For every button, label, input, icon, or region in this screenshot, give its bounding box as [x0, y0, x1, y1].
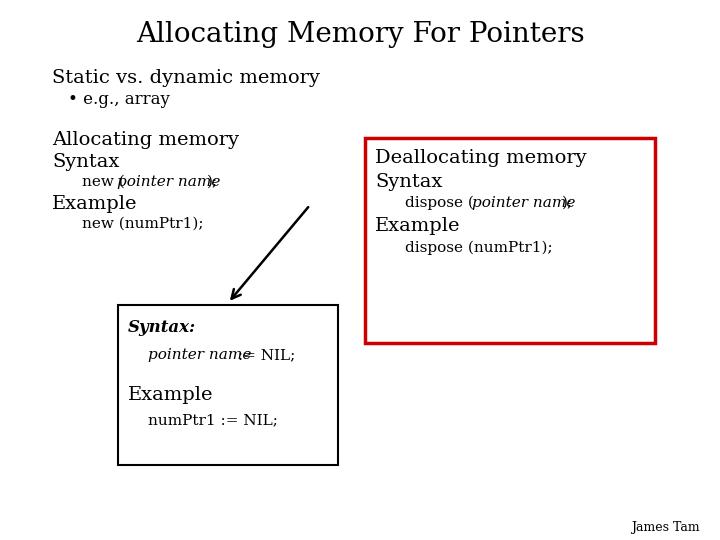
Text: Example: Example	[375, 217, 461, 235]
Text: numPtr1 := NIL;: numPtr1 := NIL;	[148, 413, 278, 427]
Text: dispose (: dispose (	[405, 196, 474, 210]
Text: Deallocating memory: Deallocating memory	[375, 149, 587, 167]
Text: := NIL;: := NIL;	[233, 348, 295, 362]
Text: Syntax:: Syntax:	[128, 319, 196, 335]
Text: );: );	[562, 196, 573, 210]
Text: pointer name: pointer name	[148, 348, 251, 362]
Text: • e.g., array: • e.g., array	[68, 91, 170, 109]
Text: pointer name: pointer name	[117, 175, 220, 189]
Text: Example: Example	[128, 386, 214, 404]
Text: dispose (numPtr1);: dispose (numPtr1);	[405, 241, 553, 255]
Text: );: );	[207, 175, 218, 189]
Text: Example: Example	[52, 195, 138, 213]
Text: Syntax: Syntax	[52, 153, 120, 171]
Text: pointer name: pointer name	[472, 196, 575, 210]
Text: James Tam: James Tam	[631, 522, 700, 535]
Bar	[118, 305, 338, 465]
FancyArrowPatch shape	[232, 207, 308, 299]
Text: Allocating Memory For Pointers: Allocating Memory For Pointers	[135, 22, 585, 49]
Text: new (: new (	[82, 175, 125, 189]
Bar	[365, 138, 655, 343]
Text: Static vs. dynamic memory: Static vs. dynamic memory	[52, 69, 320, 87]
Text: Allocating memory: Allocating memory	[52, 131, 239, 149]
Text: Syntax: Syntax	[375, 173, 442, 191]
Text: new (numPtr1);: new (numPtr1);	[82, 217, 204, 231]
